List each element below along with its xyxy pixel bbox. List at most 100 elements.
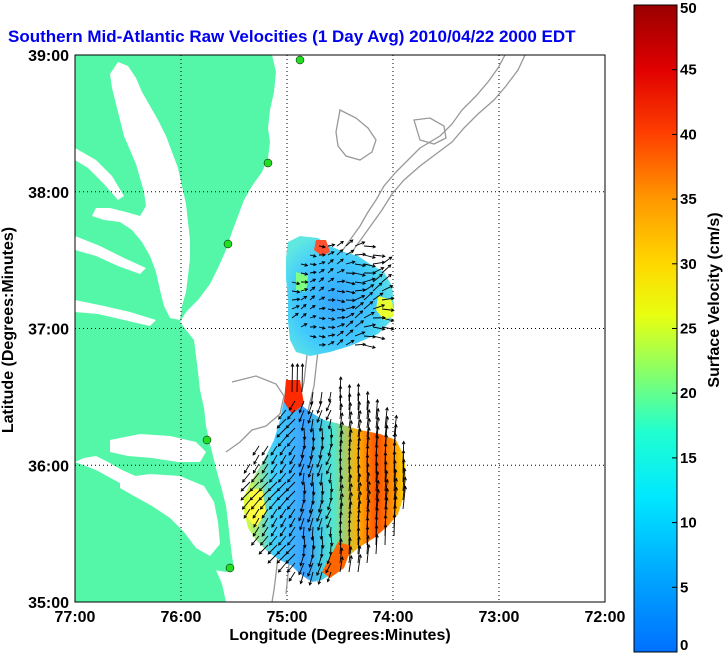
velocity-arrow (317, 571, 323, 586)
velocity-arrow (366, 534, 370, 555)
colorbar-tick-label: 20 (680, 385, 697, 402)
hotspot (322, 542, 352, 578)
velocity-arrow (285, 418, 296, 429)
velocity-arrow (381, 264, 392, 274)
velocity-arrow (354, 263, 367, 268)
velocity-arrow (300, 288, 309, 292)
velocity-arrow (325, 508, 332, 520)
velocity-arrow (336, 308, 346, 312)
velocity-arrow (348, 546, 353, 564)
colorbar-tick-label: 0 (680, 637, 688, 654)
velocity-arrow (375, 407, 380, 429)
plot-frame (74, 54, 606, 603)
velocity-arrow (348, 537, 352, 555)
river (75, 148, 124, 200)
velocity-arrow (329, 436, 334, 448)
velocity-arrow (327, 308, 336, 312)
velocity-arrow (339, 403, 344, 420)
velocity-arrow (374, 461, 379, 483)
velocity-arrow (348, 429, 353, 447)
velocity-arrow (354, 295, 366, 301)
velocity-arrow (339, 502, 344, 519)
colorbar-label: Surface Velocity (cm/s) (706, 212, 723, 387)
velocity-arrow (240, 481, 251, 492)
velocity-arrow (356, 454, 361, 474)
velocity-arrow (381, 326, 395, 331)
plot-area (75, 55, 605, 602)
velocity-arrow (291, 305, 300, 310)
velocity-arrow (311, 427, 316, 442)
velocity-arrow (309, 304, 316, 310)
velocity-arrow (252, 526, 260, 537)
y-tick-labels: 39:00 38:00 37:00 36:00 35:00 (28, 48, 69, 612)
river (75, 236, 146, 274)
velocity-arrow (280, 454, 287, 465)
velocity-arrow (307, 400, 314, 415)
velocity-arrow (243, 463, 251, 474)
velocity-arrow (325, 409, 332, 421)
velocity-arrow (267, 490, 278, 501)
velocity-arrow (348, 501, 353, 519)
velocity-arrow (327, 243, 336, 247)
velocity-arrow (298, 454, 305, 468)
velocity-arrow (318, 261, 326, 265)
velocity-arrow (354, 320, 365, 328)
colorbar-tick-label: 45 (680, 62, 697, 79)
velocity-arrow (271, 517, 278, 528)
velocity-arrow (366, 417, 371, 438)
velocity-arrow (318, 418, 323, 433)
velocity-arrow (325, 562, 332, 574)
velocity-arrow (270, 526, 278, 537)
velocity-arrow (288, 571, 296, 582)
velocity-arrow (348, 411, 353, 429)
velocity-arrow (336, 269, 345, 274)
velocity-arrow (338, 529, 343, 546)
velocity-arrow (327, 325, 336, 330)
velocity-arrow (316, 400, 323, 415)
velocity-arrow (345, 239, 354, 247)
velocity-arrow (285, 490, 296, 501)
velocity-arrow (357, 481, 362, 501)
velocity-arrow (372, 335, 386, 341)
velocity-arrow (290, 363, 295, 393)
velocity-arrow (336, 299, 346, 304)
velocity-arrow (308, 499, 314, 514)
velocity-arrow (357, 427, 362, 447)
velocity-arrow (336, 330, 344, 337)
velocity-arrow (339, 556, 344, 573)
velocity-arrow (325, 400, 332, 412)
velocity-arrow (345, 339, 355, 346)
albemarle-sound (110, 434, 206, 462)
y-tick-label: 36:00 (28, 458, 69, 475)
colorbar-tick-label: 25 (680, 321, 697, 338)
velocity-arrow (289, 517, 296, 528)
velocity-arrow (327, 259, 334, 265)
velocity-arrow (291, 312, 299, 319)
pamlico-sound (120, 474, 220, 556)
velocity-arrow (278, 472, 287, 483)
velocity-arrow (309, 262, 317, 267)
velocity-arrow (309, 418, 314, 433)
velocity-arrow (276, 418, 287, 429)
velocity-arrow (366, 543, 371, 564)
velocity-arrow (356, 382, 361, 402)
velocity-arrow (270, 463, 278, 474)
velocity-arrow (348, 483, 353, 501)
velocity-arrow (258, 490, 269, 501)
velocity-arrow (299, 553, 305, 567)
velocity-arrow (366, 480, 371, 501)
velocity-arrow (327, 391, 332, 403)
chart-title: Southern Mid-Atlantic Raw Velocities (1 … (8, 27, 576, 46)
velocity-arrow (300, 303, 307, 310)
velocity-arrow (354, 342, 367, 347)
velocity-arrow (288, 445, 296, 456)
velocity-arrow (286, 499, 296, 510)
velocity-arrow (381, 256, 393, 265)
velocity-arrow (375, 533, 379, 555)
hotspot (314, 240, 330, 256)
velocity-arrow (372, 326, 386, 331)
velocity-arrow (336, 249, 344, 256)
velocity-arrow (383, 523, 388, 546)
river (75, 300, 156, 326)
x-tick-label: 74:00 (373, 609, 414, 626)
